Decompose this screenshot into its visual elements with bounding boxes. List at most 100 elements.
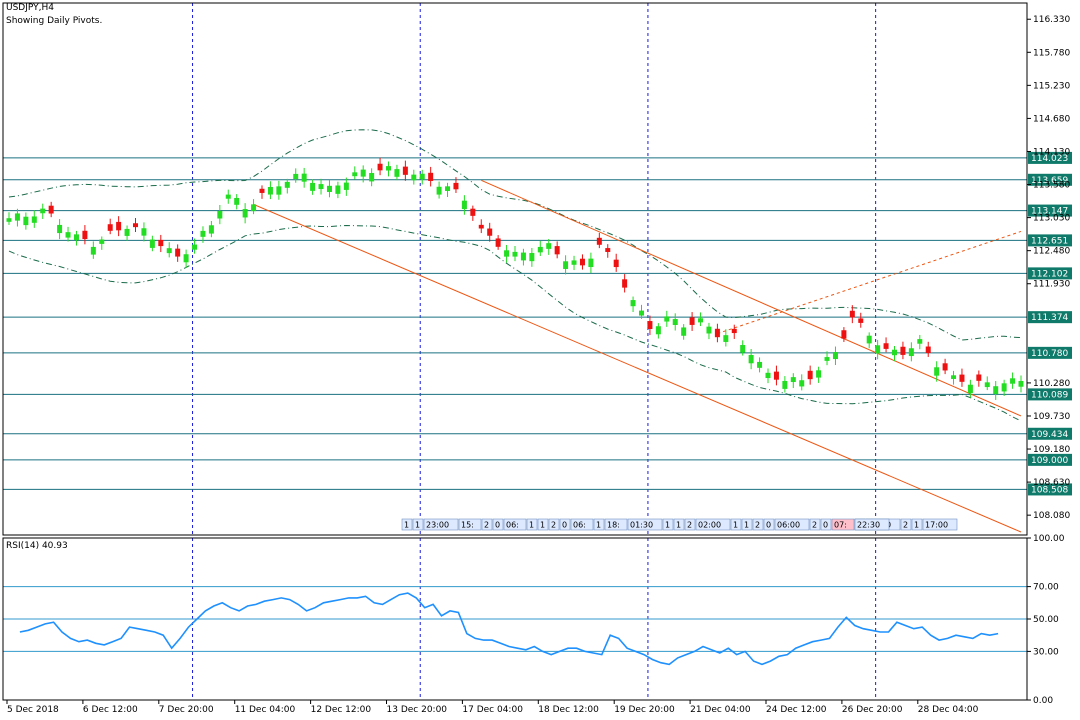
candle-body <box>57 224 63 234</box>
timeline-tag-text: 1 <box>914 521 919 530</box>
candle-body <box>48 205 54 214</box>
candle-body <box>571 260 577 265</box>
timeline-tag-text: 0 <box>823 521 828 530</box>
candle-body <box>487 228 493 236</box>
candlestick <box>731 324 737 339</box>
pivot-level-label: 112.102 <box>1031 269 1068 279</box>
candlestick <box>698 312 704 327</box>
timeline-tag: 1 <box>537 518 549 531</box>
candle-body <box>554 246 560 255</box>
candle-body <box>360 169 366 177</box>
pivot-level-label: 113.659 <box>1031 176 1068 186</box>
candlestick <box>714 323 720 343</box>
candlestick <box>65 226 71 242</box>
candlestick <box>883 337 889 353</box>
candlestick <box>402 160 408 181</box>
timeline-tag-box <box>559 518 571 531</box>
pivot-level-label-box <box>1028 453 1072 466</box>
candle-body <box>900 346 906 355</box>
candle-body <box>386 166 391 171</box>
candle-body <box>824 357 830 361</box>
candlestick <box>133 217 138 232</box>
timeline-tag-box <box>831 518 855 531</box>
timeline-tag-box <box>741 518 753 531</box>
candle-body <box>6 218 12 222</box>
candle-body <box>934 367 940 376</box>
candle-body <box>546 243 552 249</box>
timeline-tag: 1 <box>401 518 413 531</box>
candlestick <box>276 180 282 200</box>
time-axis-label: 11 Dec 04:00 <box>235 705 296 715</box>
price-axis-tick-label: 116.330 <box>1033 15 1070 25</box>
pivot-level-label-box <box>1028 267 1072 280</box>
candlestick <box>782 376 788 393</box>
timeline-tag-text: 2 <box>484 521 489 530</box>
candlestick <box>183 249 189 268</box>
candlestick <box>571 255 577 271</box>
timeline-tag-text: 22:30 <box>857 521 880 530</box>
candle-body <box>133 223 138 228</box>
price-axis-tick-label: 111.930 <box>1033 280 1070 290</box>
candle-body <box>832 351 838 360</box>
candlestick <box>57 219 63 240</box>
timeline-tag: 17:00 <box>922 518 958 531</box>
candle-body <box>259 188 265 193</box>
candle-body <box>158 239 164 247</box>
candle-body <box>942 363 948 371</box>
timeline-tag-box <box>730 518 742 531</box>
time-axis-label: 12 Dec 12:00 <box>311 705 372 715</box>
candle-body <box>284 181 290 188</box>
candlestick <box>495 235 501 250</box>
time-axis-label: 26 Dec 20:00 <box>842 705 903 715</box>
timeline-tag-text: 01:30 <box>630 521 653 530</box>
timeline-tag-text: 1 <box>529 521 534 530</box>
timeline-tag-box <box>423 518 459 531</box>
timeline-tag-box <box>900 518 912 531</box>
candlestick <box>360 165 366 183</box>
candlestick <box>605 244 611 258</box>
timeline-tag-text: 2 <box>687 521 692 530</box>
candle-body <box>512 251 518 257</box>
timeline-tag: 0 <box>559 518 571 531</box>
channel-projection-line <box>717 230 1022 335</box>
candlestick <box>158 234 164 253</box>
candlestick <box>841 327 847 342</box>
candle-body <box>689 317 695 325</box>
candle-body <box>99 239 105 244</box>
candlestick <box>284 178 290 194</box>
timeline-tag-box <box>492 518 504 531</box>
timeline-tag-text: 23:00 <box>426 521 449 530</box>
timeline-tag: 1 <box>911 518 923 531</box>
candlestick <box>554 241 560 259</box>
pivot-level-label: 110.780 <box>1031 349 1068 359</box>
channel-upper-line <box>481 179 1022 417</box>
candlestick <box>166 242 172 258</box>
candlestick <box>951 370 957 385</box>
candlestick <box>116 216 122 237</box>
candle-body <box>883 343 889 349</box>
candle-body <box>951 375 957 379</box>
timeline-tag-text: 15: <box>461 521 474 530</box>
candlestick <box>917 334 923 350</box>
candle-body <box>436 186 442 195</box>
candle-body <box>301 173 307 182</box>
timeline-tag-text: 1 <box>540 521 545 530</box>
candle-body <box>520 252 526 261</box>
candlestick <box>394 164 400 181</box>
timeline-tag-text: 18: <box>607 521 620 530</box>
timeline-tag-box <box>570 518 594 531</box>
timeline-tag-text: 0 <box>562 521 567 530</box>
upper-envelope-band <box>8 129 1022 341</box>
candle-body <box>605 248 611 252</box>
timeline-tag: 07: <box>831 518 855 531</box>
timeline-tag: 0 <box>763 518 775 531</box>
candlestick <box>107 218 113 235</box>
candlestick <box>647 315 653 335</box>
pivot-level-label-box <box>1028 173 1072 186</box>
candle-body <box>217 210 223 219</box>
candlestick <box>976 370 982 387</box>
candlestick <box>757 357 763 373</box>
candlestick <box>318 178 324 195</box>
candle-body <box>326 185 332 192</box>
